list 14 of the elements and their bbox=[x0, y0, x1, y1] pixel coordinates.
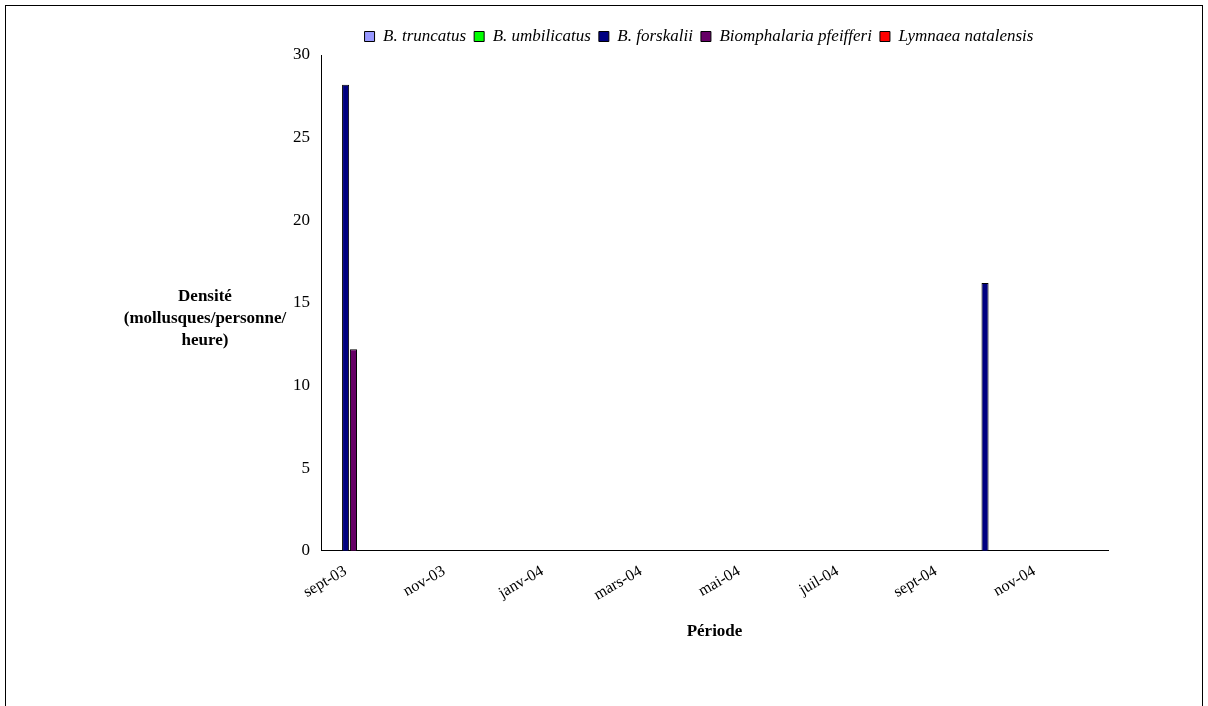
legend-label: B. umbilicatus bbox=[492, 25, 592, 45]
legend-label: B. forskalii bbox=[617, 25, 694, 45]
y-tick-label: 20 bbox=[293, 209, 310, 229]
y-tick-label: 5 bbox=[301, 457, 310, 477]
y-tick-label: 10 bbox=[293, 374, 310, 394]
legend-label: Biomphalaria pfeifferi bbox=[719, 25, 873, 45]
legend-label: B. truncatus bbox=[383, 25, 467, 45]
y-tick-label: 0 bbox=[301, 540, 310, 560]
y-axis-title: Densité (mollusques/personne/ heure) bbox=[123, 286, 287, 349]
y-tick-label: 30 bbox=[293, 44, 310, 64]
y-tick-label: 25 bbox=[293, 127, 310, 147]
y-tick-label: 15 bbox=[293, 292, 310, 312]
x-axis-title: Période bbox=[686, 621, 743, 641]
legend-label: Lymnaea natalensis bbox=[897, 25, 1034, 45]
